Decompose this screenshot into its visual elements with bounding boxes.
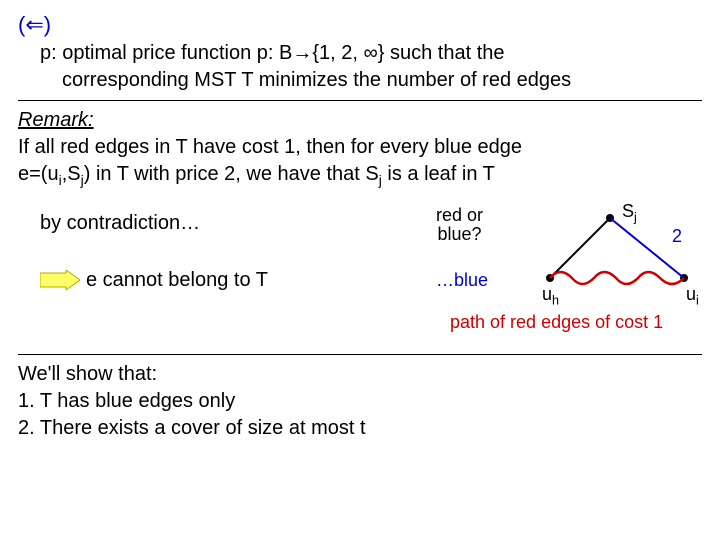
blue-label: …blue <box>436 270 488 291</box>
ecannot-row: e cannot belong to T <box>18 267 432 294</box>
footer-line-2: 1. T has blue edges only <box>18 388 702 415</box>
remark-line-1: If all red edges in T have cost 1, then … <box>18 134 702 161</box>
p-line-2: corresponding MST T minimizes the number… <box>40 67 702 94</box>
remark-title: Remark: <box>18 109 94 131</box>
divider-2 <box>18 354 702 355</box>
p-line-1: p: optimal price function p: B→{1, 2, ∞}… <box>40 40 702 67</box>
ui-label: ui <box>686 284 699 308</box>
uh-label: uh <box>542 284 559 308</box>
divider-1 <box>18 100 702 101</box>
yellow-arrow-icon <box>40 270 80 290</box>
red-wavy-path <box>490 204 710 324</box>
footer-line-3: 2. There exists a cover of size at most … <box>18 415 702 442</box>
red-or-blue-label: red or blue? <box>436 206 483 246</box>
by-contradiction: by contradiction… <box>18 210 432 237</box>
header-arrow: (⇐) <box>18 10 702 40</box>
path-caption: path of red edges of cost 1 <box>450 312 710 333</box>
footer-line-1: We'll show that: <box>18 361 702 388</box>
remark-line-2: e=(ui,Sj) in T with price 2, we have tha… <box>18 161 702 190</box>
